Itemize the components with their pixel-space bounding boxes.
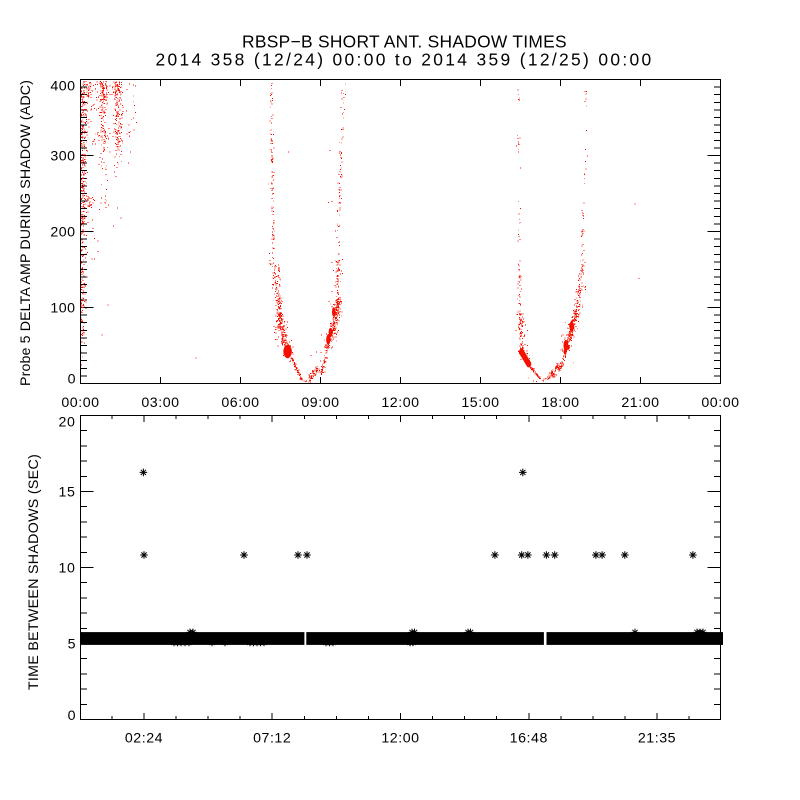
svg-text:TIME BETWEEN SHADOWS (SEC): TIME BETWEEN SHADOWS (SEC) xyxy=(26,454,42,690)
svg-text:18:00: 18:00 xyxy=(541,395,579,411)
svg-text:16:48: 16:48 xyxy=(510,730,548,746)
svg-text:00:00: 00:00 xyxy=(61,395,99,411)
svg-text:15: 15 xyxy=(59,484,76,500)
svg-text:20: 20 xyxy=(59,415,76,431)
svg-text:200: 200 xyxy=(50,224,75,240)
svg-text:09:00: 09:00 xyxy=(301,395,339,411)
svg-text:0: 0 xyxy=(68,371,76,387)
svg-text:400: 400 xyxy=(50,79,75,95)
svg-text:15:00: 15:00 xyxy=(461,395,499,411)
svg-text:Probe 5 DELTA AMP DURING SHADO: Probe 5 DELTA AMP DURING SHADOW (ADC) xyxy=(18,80,34,386)
svg-text:5: 5 xyxy=(68,636,76,652)
svg-text:RBSP−B SHORT ANT. SHADOW TIMES: RBSP−B SHORT ANT. SHADOW TIMES xyxy=(242,32,567,52)
svg-text:02:24: 02:24 xyxy=(125,730,163,746)
svg-text:12:00: 12:00 xyxy=(381,395,419,411)
svg-text:2014 358 (12/24) 00:00 to 2014: 2014 358 (12/24) 00:00 to 2014 359 (12/2… xyxy=(155,50,653,70)
svg-text:03:00: 03:00 xyxy=(141,395,179,411)
svg-text:07:12: 07:12 xyxy=(253,730,291,746)
svg-text:10: 10 xyxy=(59,560,76,576)
svg-text:12:00: 12:00 xyxy=(381,730,419,746)
svg-text:300: 300 xyxy=(50,148,75,164)
svg-text:00:00: 00:00 xyxy=(701,395,739,411)
svg-text:100: 100 xyxy=(50,300,75,316)
svg-text:21:00: 21:00 xyxy=(621,395,659,411)
svg-text:06:00: 06:00 xyxy=(221,395,259,411)
svg-text:21:35: 21:35 xyxy=(638,730,676,746)
svg-text:0: 0 xyxy=(68,708,76,724)
